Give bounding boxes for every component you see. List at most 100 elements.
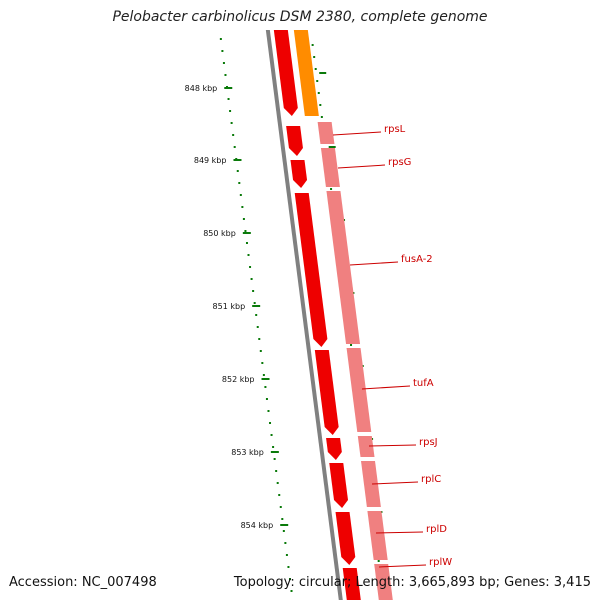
guide-dot xyxy=(317,92,320,94)
kbp-label: 848 kbp xyxy=(185,84,218,93)
guide-dot xyxy=(273,458,276,460)
secondary-track-segment xyxy=(317,122,335,144)
guide-dot xyxy=(288,578,291,580)
guide-dot xyxy=(313,56,316,58)
guide-dot xyxy=(285,554,288,556)
cds-arrow xyxy=(286,126,303,156)
cds-arrow xyxy=(335,512,356,565)
genome-backbone xyxy=(265,30,343,600)
guide-dot xyxy=(230,122,233,124)
accession-text: Accession: NC_007498 xyxy=(9,575,157,590)
kbp-label: 854 kbp xyxy=(241,521,274,530)
guide-dot xyxy=(264,386,267,388)
guide-dot xyxy=(244,230,247,232)
guide-dot xyxy=(281,518,284,520)
secondary-track-segment xyxy=(374,564,393,600)
kbp-label: 853 kbp xyxy=(231,448,264,457)
guide-dot xyxy=(270,434,273,436)
kbp-tick xyxy=(270,451,279,453)
guide-dot xyxy=(252,290,255,292)
guide-dot xyxy=(269,422,272,424)
cds-arrow xyxy=(290,160,308,188)
guide-dot xyxy=(275,470,278,472)
guide-dot xyxy=(311,44,314,46)
kbp-tick xyxy=(233,159,242,161)
kbp-label: 851 kbp xyxy=(213,302,246,311)
backbone-line xyxy=(265,30,343,600)
kbp-tick xyxy=(280,524,289,526)
cds-arrow xyxy=(342,568,361,600)
gene-label-rpsl: rpsL xyxy=(384,124,406,135)
guide-dot xyxy=(236,170,239,172)
cds-arrow xyxy=(326,438,342,460)
gene-leader-line xyxy=(332,131,382,136)
minor-tick xyxy=(328,146,336,148)
topology-text: Topology: circular; Length: 3,665,893 bp… xyxy=(233,575,591,590)
guide-dot xyxy=(330,188,333,190)
guide-dot xyxy=(219,38,222,40)
guide-dot xyxy=(276,482,279,484)
guide-dot xyxy=(319,104,322,106)
guide-dot xyxy=(232,134,235,136)
gene-label-rplw: rplW xyxy=(429,557,452,568)
guide-dot xyxy=(259,350,262,352)
guide-dot xyxy=(258,338,261,340)
guide-dot xyxy=(239,194,242,196)
guide-dot xyxy=(267,410,270,412)
guide-dot xyxy=(245,242,248,244)
guide-dot xyxy=(262,374,265,376)
gene-label-rpld: rplD xyxy=(426,524,447,535)
secondary-track-segment xyxy=(357,436,375,457)
gene-leader-line xyxy=(368,444,417,447)
gene-tracks xyxy=(273,30,393,600)
gene-labels: rpsL rpsG fusA-2 tufA rpsJ rplC rplD rplW xyxy=(332,124,452,568)
gene-label-rpsj: rpsJ xyxy=(419,437,438,448)
map-title: Pelobacter carbinolicus DSM 2380, comple… xyxy=(112,9,488,25)
cds-arrow xyxy=(294,193,328,347)
guide-dot xyxy=(284,542,287,544)
secondary-track-segment xyxy=(346,348,372,432)
secondary-track-segment xyxy=(361,461,381,507)
kbp-tick xyxy=(252,305,261,307)
secondary-track-segment xyxy=(326,191,361,344)
guide-dot xyxy=(249,266,252,268)
kbp-tick xyxy=(261,378,270,380)
guide-dot xyxy=(253,302,256,304)
gene-leader-line xyxy=(361,385,411,390)
guide-dot xyxy=(279,506,282,508)
kbp-label: 849 kbp xyxy=(194,156,227,165)
guide-dot xyxy=(320,116,323,118)
guide-dot xyxy=(282,530,285,532)
cds-arrow xyxy=(314,350,339,435)
guide-dot xyxy=(278,494,281,496)
guide-dot xyxy=(256,326,259,328)
gene-leader-line xyxy=(371,481,419,485)
guide-dot xyxy=(224,74,227,76)
guide-dot xyxy=(233,146,236,148)
dotted-guide xyxy=(219,38,385,598)
gene-label-tufa: tufA xyxy=(413,378,434,389)
gene-leader-line xyxy=(375,531,424,534)
secondary-track-segment xyxy=(367,511,388,560)
guide-dot xyxy=(238,182,241,184)
guide-dot xyxy=(261,362,264,364)
guide-dot xyxy=(287,566,290,568)
kbp-label: 850 kbp xyxy=(203,229,236,238)
guide-dot xyxy=(316,80,319,82)
gene-leader-line xyxy=(337,164,386,169)
guide-dot xyxy=(242,218,245,220)
guide-dot xyxy=(350,344,353,346)
guide-dot xyxy=(227,98,230,100)
guide-dot xyxy=(222,62,225,64)
guide-dot xyxy=(290,590,293,592)
guide-dot xyxy=(221,50,224,52)
gene-label-rpsg: rpsG xyxy=(388,157,411,168)
kbp-label: 852 kbp xyxy=(222,375,255,384)
cds-arrow xyxy=(273,30,298,116)
cds-arrow xyxy=(329,463,348,508)
gene-leader-line xyxy=(349,261,399,266)
gene-label-rplc: rplC xyxy=(421,474,441,485)
guide-dot xyxy=(265,398,268,400)
